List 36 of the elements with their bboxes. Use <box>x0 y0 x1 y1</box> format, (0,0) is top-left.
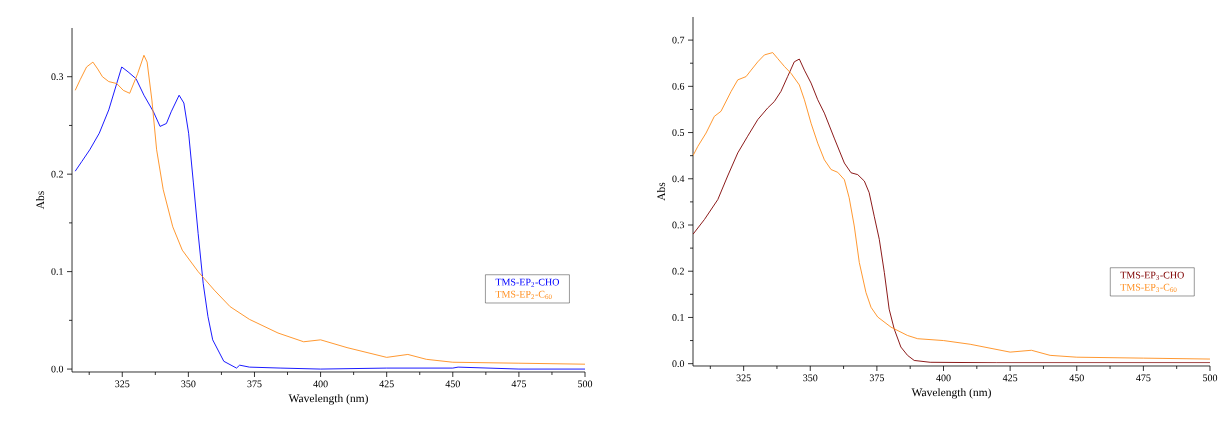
x-tick-label: 350 <box>181 380 196 388</box>
y-tick-label: 0.7 <box>672 36 685 44</box>
x-tick-label: 325 <box>736 374 751 382</box>
x-tick-label: 400 <box>936 374 951 382</box>
y-axis-title: Abs <box>36 191 45 210</box>
y-tick-label: 0.0 <box>51 365 64 373</box>
x-tick-label: 350 <box>803 374 818 382</box>
x-tick-label: 450 <box>445 380 460 388</box>
x-tick-label: 425 <box>379 380 394 388</box>
y-tick-label: 0.1 <box>672 314 684 321</box>
x-tick-label: 500 <box>1203 374 1218 382</box>
y-tick-label: 0.2 <box>672 267 684 275</box>
y-tick-label: 0.0 <box>672 360 685 368</box>
y-tick-label: 0.1 <box>51 268 63 276</box>
y-tick-label: 0.3 <box>51 73 64 81</box>
x-tick-label: 325 <box>115 380 130 388</box>
y-tick-label: 0.6 <box>672 82 685 90</box>
x-tick-label: 500 <box>578 380 593 388</box>
text: TMS-EP$_{2}$-CHO <box>495 278 560 287</box>
x-tick-label: 400 <box>313 380 328 388</box>
text: TMS-EP$_{3}$-CHO <box>1120 271 1184 280</box>
x-tick-label: 425 <box>1002 374 1018 382</box>
x-axis-title: Wavelength (nm) <box>288 394 368 405</box>
text: TMS-EP$_{3}$-C$_{60}$ <box>1120 283 1177 293</box>
y-axis-title: Abs <box>657 182 666 201</box>
y-tick-label: 0.2 <box>51 170 63 178</box>
y-tick-label: 0.4 <box>672 175 685 183</box>
x-tick-label: 375 <box>869 374 884 382</box>
y-tick-label: 0.5 <box>672 129 685 136</box>
y-tick-label: 0.3 <box>672 221 685 229</box>
text: TMS-EP$_{2}$-C$_{60}$ <box>495 290 552 300</box>
x-tick-label: 450 <box>1069 374 1084 382</box>
x-tick-label: 475 <box>511 380 527 388</box>
x-tick-label: 475 <box>1136 374 1151 382</box>
x-tick-label: 375 <box>247 380 262 388</box>
x-axis-title: Wavelength (nm) <box>911 388 991 399</box>
